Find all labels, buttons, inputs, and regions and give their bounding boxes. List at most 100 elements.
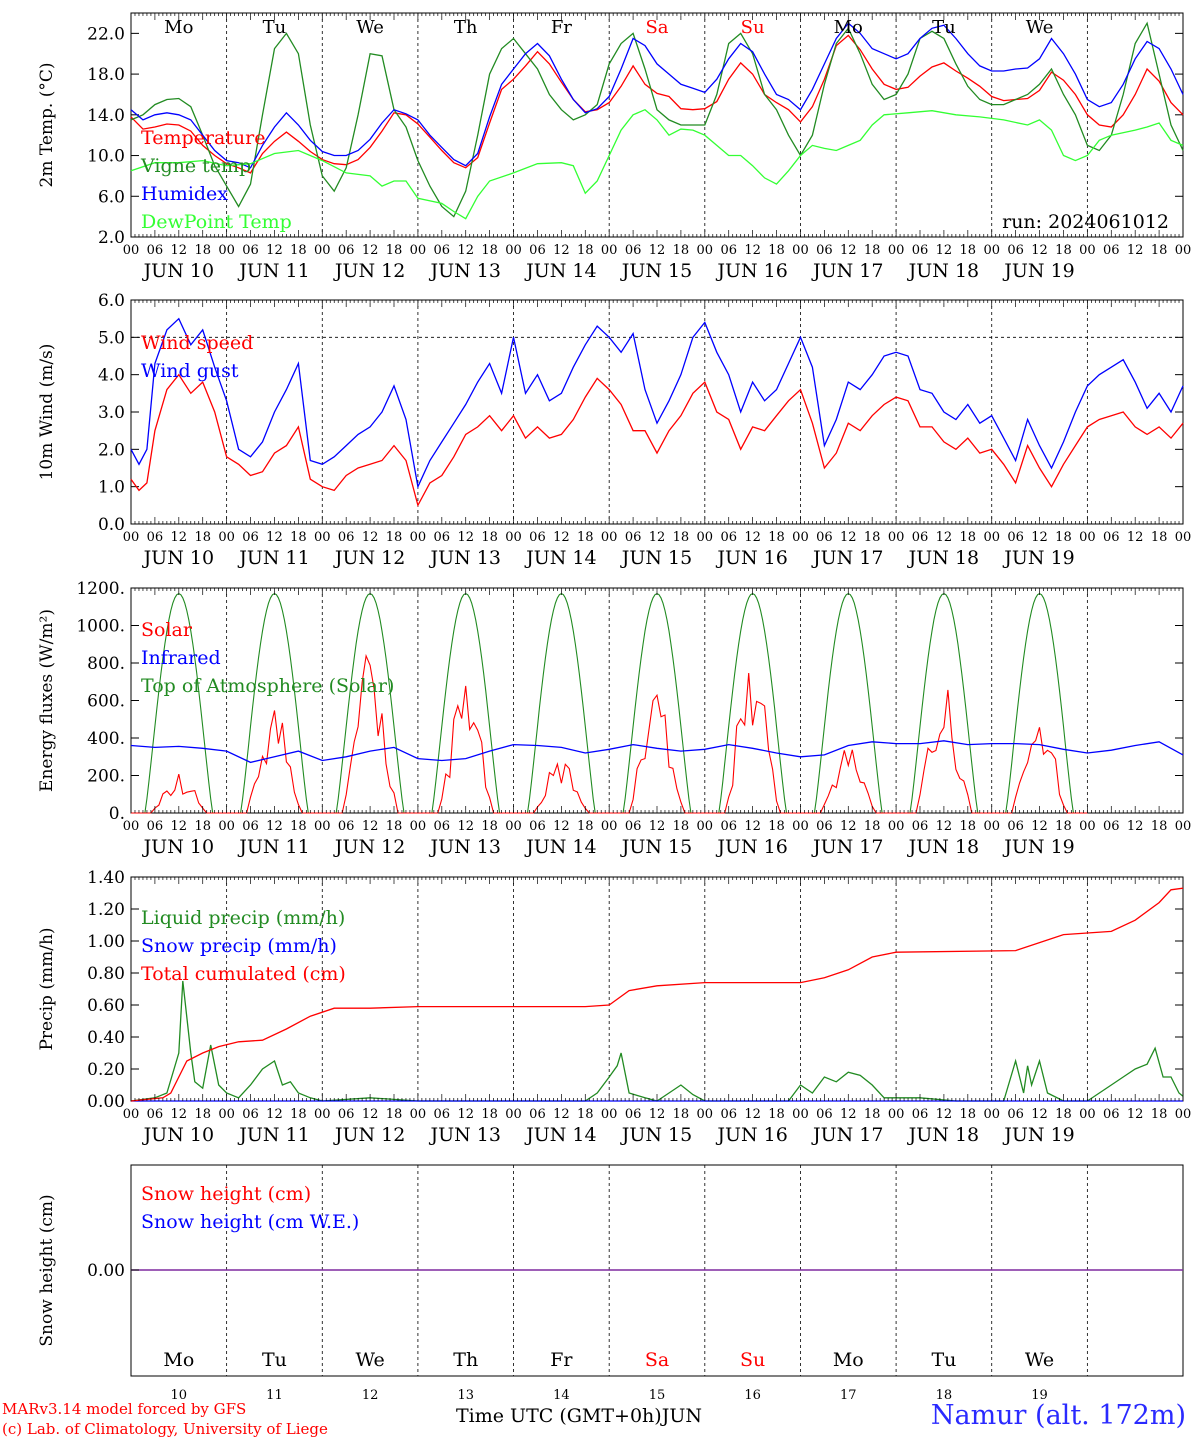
temp-day-name: Fr <box>551 17 572 38</box>
precip-panel-ytick-label: 0.20 <box>87 1060 125 1080</box>
energy-panel-hour-label: 06 <box>720 819 737 834</box>
temp-panel-date-label: JUN 12 <box>333 260 405 282</box>
precip-panel-hour-label: 12 <box>649 1107 666 1122</box>
toa-solar-curve <box>1003 592 1076 814</box>
precip-panel-hour-label: 06 <box>816 1107 833 1122</box>
wind-panel-hour-label: 00 <box>218 530 235 545</box>
energy-panel-ytick-label: 200. <box>87 767 125 787</box>
temp-panel-date-label: JUN 15 <box>620 260 692 282</box>
precip-panel-date-label: JUN 17 <box>811 1124 883 1146</box>
wind-panel-date-label: JUN 11 <box>237 547 309 569</box>
energy-panel-hour-label: 00 <box>123 819 140 834</box>
temp-panel-hour-label: 12 <box>553 243 570 258</box>
temp-panel-hour-label: 00 <box>1175 243 1192 258</box>
toa-solar-curve <box>525 592 598 814</box>
wind-panel-hour-label: 00 <box>983 530 1000 545</box>
bottom-day-number: 10 <box>171 1388 188 1403</box>
solar-curve <box>800 749 897 814</box>
wind-panel-hour-label: 00 <box>888 530 905 545</box>
wind-panel-ytick-label: 3.0 <box>98 403 125 423</box>
precip-panel-hour-label: 18 <box>194 1107 211 1122</box>
toa-solar-curve <box>621 592 693 814</box>
wind-panel-hour-label: 18 <box>194 530 211 545</box>
bottom-day-name: Tu <box>262 1349 287 1371</box>
temp-panel-hour-label: 12 <box>1127 243 1144 258</box>
snow-legend-snow-height-cm-w-e-: Snow height (cm W.E.) <box>141 1211 359 1233</box>
precip-panel-date-label: JUN 11 <box>237 1124 309 1146</box>
wind-panel-hour-label: 18 <box>768 530 785 545</box>
month-label: JUN <box>661 1405 702 1427</box>
temp-panel-hour-label: 18 <box>386 243 403 258</box>
energy-panel-hour-label: 00 <box>888 819 905 834</box>
wind-panel-hour-label: 00 <box>505 530 522 545</box>
energy-panel-ytick-label: 800. <box>87 654 125 674</box>
temp-panel-date-label: JUN 13 <box>428 260 500 282</box>
solar-curve <box>896 689 992 814</box>
precip-panel-hour-label: 00 <box>1175 1107 1192 1122</box>
temp-day-name: Sa <box>645 17 668 38</box>
wind-panel-ytick-label: 4.0 <box>98 366 125 386</box>
precip-panel-hour-label: 06 <box>720 1107 737 1122</box>
wind-panel-ytick-label: 6.0 <box>98 291 125 311</box>
precip-panel-hour-label: 06 <box>338 1107 355 1122</box>
wind-panel-hour-label: 00 <box>1079 530 1096 545</box>
wind-panel-hour-label: 06 <box>1103 530 1120 545</box>
precip-panel-hour-label: 06 <box>1007 1107 1024 1122</box>
wind-panel-hour-label: 18 <box>386 530 403 545</box>
temp-panel-date-label: JUN 14 <box>524 260 596 282</box>
temp-panel-hour-label: 06 <box>529 243 546 258</box>
bottom-day-number: 11 <box>266 1388 283 1403</box>
wind-panel-hour-label: 06 <box>242 530 259 545</box>
bottom-day-number: 15 <box>649 1388 666 1403</box>
temp-panel-date-label: JUN 10 <box>142 260 214 282</box>
energy-panel-hour-label: 18 <box>194 819 211 834</box>
energy-panel-hour-label: 12 <box>266 819 283 834</box>
bottom-day-name: Mo <box>833 1349 864 1371</box>
wind-panel-date-label: JUN 18 <box>907 547 979 569</box>
precip-panel-ytick-label: 1.20 <box>87 900 125 920</box>
time-axis-label: Time UTC (GMT+0h)JUN <box>456 1405 702 1427</box>
precip-panel-hour-label: 12 <box>457 1107 474 1122</box>
wind-panel-hour-label: 12 <box>1127 530 1144 545</box>
wind-panel-hour-label: 06 <box>529 530 546 545</box>
energy-panel-date-label: JUN 17 <box>811 836 883 858</box>
energy-panel-hour-label: 00 <box>314 819 331 834</box>
energy-panel-date-label: JUN 19 <box>1002 836 1074 858</box>
wind-series-wind-gust <box>130 317 1184 489</box>
temp-day-name: Tu <box>932 17 956 38</box>
precip-panel-ytick-label: 0.00 <box>87 1092 125 1112</box>
energy-panel-hour-label: 18 <box>1151 819 1168 834</box>
energy-panel-date-label: JUN 14 <box>524 836 596 858</box>
energy-panel-hour-label: 06 <box>529 819 546 834</box>
wind-panel-date-label: JUN 15 <box>620 547 692 569</box>
precip-panel-hour-label: 00 <box>314 1107 331 1122</box>
energy-panel-ylabel: Energy fluxes (W/m²) <box>37 609 57 792</box>
bottom-day-name: We <box>355 1349 384 1371</box>
temp-panel-hour-label: 18 <box>481 243 498 258</box>
wind-panel-date-label: JUN 12 <box>333 547 405 569</box>
temp-panel-hour-label: 18 <box>1055 243 1072 258</box>
snow-ylabel: Snow height (cm) <box>37 1194 57 1346</box>
solar-curve <box>131 773 227 814</box>
wind-panel-hour-label: 06 <box>147 530 164 545</box>
temp-panel-ytick-label: 14.0 <box>87 106 125 126</box>
temp-panel-hour-label: 18 <box>960 243 977 258</box>
precip-panel-hour-label: 12 <box>171 1107 188 1122</box>
temp-day-name: Su <box>741 17 765 38</box>
bottom-day-name: We <box>1025 1349 1054 1371</box>
precip-panel-date-label: JUN 15 <box>620 1124 692 1146</box>
temp-panel-hour-label: 06 <box>816 243 833 258</box>
energy-panel-hour-label: 12 <box>457 819 474 834</box>
precip-panel-hour-label: 18 <box>1151 1107 1168 1122</box>
energy-panel-date-label: JUN 12 <box>333 836 405 858</box>
wind-panel-hour-label: 06 <box>625 530 642 545</box>
temp-panel-ylabel: 2m Temp. (°C) <box>37 62 57 187</box>
precip-panel-hour-label: 12 <box>553 1107 570 1122</box>
precip-panel-hour-label: 06 <box>434 1107 451 1122</box>
precip-panel-hour-label: 12 <box>266 1107 283 1122</box>
wind-legend-wind-gust: Wind gust <box>141 360 239 382</box>
temp-panel-hour-label: 06 <box>1007 243 1024 258</box>
energy-panel-hour-label: 12 <box>1127 819 1144 834</box>
precip-panel-hour-label: 12 <box>744 1107 761 1122</box>
temp-panel-hour-label: 18 <box>673 243 690 258</box>
